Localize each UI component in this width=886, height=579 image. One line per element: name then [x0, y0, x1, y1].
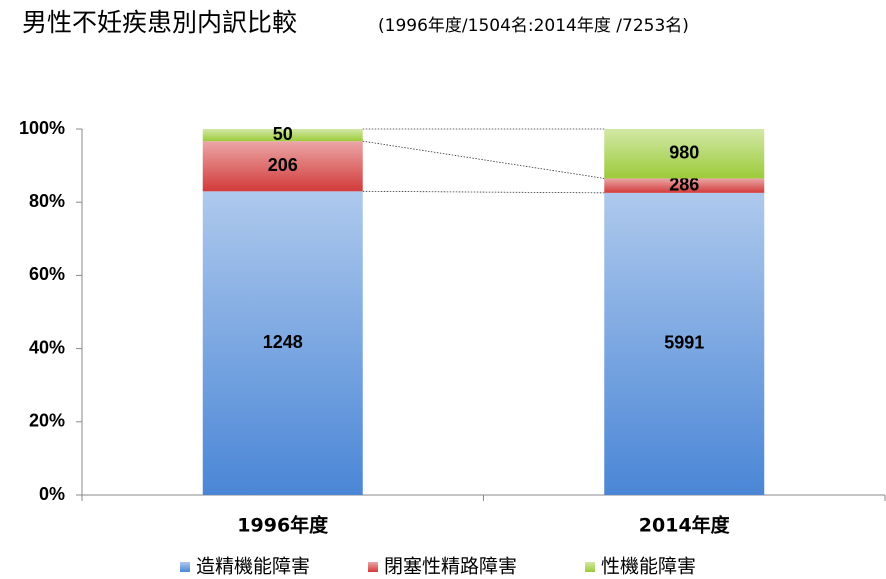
y-tick-label: 0%	[39, 484, 65, 504]
value-label: 5991	[664, 333, 704, 353]
x-tick-label: 1996年度	[237, 514, 329, 537]
legend-marker	[368, 562, 378, 572]
value-label: 50	[273, 124, 293, 144]
connector-line	[362, 140, 605, 179]
y-tick-label: 80%	[29, 191, 65, 211]
bar-segment	[202, 129, 363, 142]
connector-line	[362, 190, 605, 194]
bar-segment	[604, 192, 765, 495]
legend-marker	[585, 562, 595, 572]
chart-subtitle: (1996年度/1504名:2014年度 /7253名)	[378, 16, 689, 36]
legend-label: 性機能障害	[601, 556, 696, 578]
y-tick-label: 20%	[29, 411, 65, 431]
value-label: 1248	[263, 332, 303, 352]
value-label: 206	[268, 155, 298, 175]
y-tick-label: 100%	[19, 118, 65, 138]
legend-marker	[180, 562, 190, 572]
x-tick-label: 2014年度	[639, 514, 731, 537]
value-label: 286	[669, 174, 699, 194]
y-tick-label: 60%	[29, 264, 65, 284]
chart-title: 男性不妊疾患別内訳比較	[22, 8, 297, 37]
value-label: 980	[669, 142, 699, 162]
legend-label: 閉塞性精路障害	[384, 556, 517, 578]
bar-segment	[202, 141, 363, 192]
bar-segment	[604, 129, 765, 179]
y-tick-label: 40%	[29, 337, 65, 357]
legend-label: 造精機能障害	[196, 556, 310, 578]
bar-segment	[202, 191, 363, 496]
bar-segment	[604, 178, 765, 193]
